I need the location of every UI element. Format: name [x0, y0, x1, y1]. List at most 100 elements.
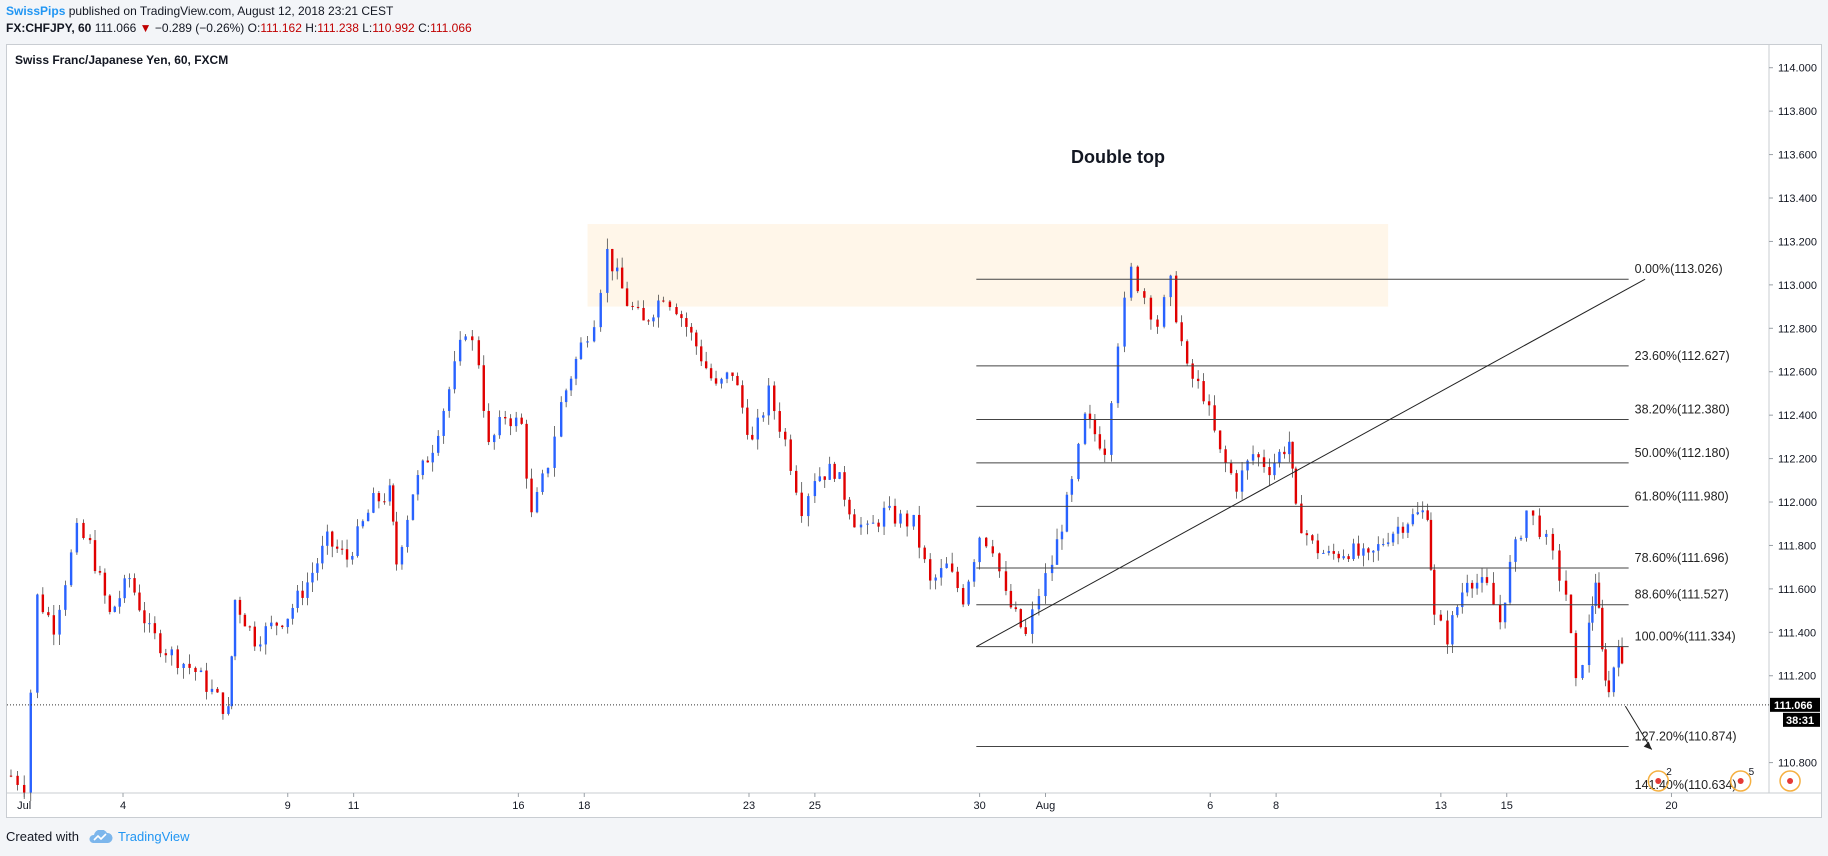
candle-body: [709, 368, 713, 379]
candle-body: [514, 417, 518, 427]
candle-body: [1451, 615, 1454, 645]
candle-body: [1433, 569, 1436, 615]
candle-body: [281, 625, 284, 628]
candle-body: [1207, 401, 1211, 406]
candle-body: [1196, 378, 1200, 382]
candle-body: [690, 326, 693, 333]
candle-body: [1251, 454, 1255, 461]
candle-body: [823, 476, 826, 480]
candle-body: [264, 626, 267, 645]
event-marker-dot: [1787, 778, 1794, 784]
candle-body: [795, 470, 798, 493]
candle-body: [188, 663, 191, 668]
candle-body: [194, 667, 197, 672]
candle-body: [631, 305, 634, 307]
price-tick-label: 113.000: [1778, 280, 1817, 292]
candle-body: [1014, 607, 1018, 610]
candle-body: [138, 592, 141, 611]
candle-body: [416, 475, 420, 495]
candle-body: [657, 300, 660, 318]
chart-svg[interactable]: 114.000 113.800 113.600 113.400 113.200 113.0…: [7, 45, 1821, 817]
candle-body: [82, 522, 85, 539]
candle-body: [1055, 539, 1059, 565]
candle-body: [75, 522, 79, 553]
candle-body: [833, 463, 836, 479]
candle-body: [579, 342, 583, 359]
candle-body: [553, 436, 556, 468]
price-tick-label: 111.200: [1778, 671, 1816, 683]
candle-body: [1601, 607, 1604, 650]
candle-body: [36, 594, 39, 693]
candle-body: [616, 267, 619, 272]
candle-body: [818, 476, 822, 482]
candle-body: [838, 472, 841, 479]
candle-body: [1083, 413, 1087, 444]
candle-body: [1531, 510, 1535, 516]
candle-body: [1377, 544, 1380, 551]
price-change: −0.289 (−0.26%): [154, 21, 245, 35]
fib-level-label: 127.20%(110.874): [1635, 730, 1737, 744]
candle-body: [731, 372, 734, 376]
candle-body: [1475, 582, 1479, 589]
candle-body: [559, 402, 563, 437]
candle-body: [1525, 510, 1528, 538]
candle-body: [1149, 297, 1153, 320]
time-tick-label: 4: [120, 800, 126, 812]
publish-info: SwissPips published on TradingView.com, …: [6, 3, 393, 19]
candle-body: [1169, 275, 1172, 298]
event-marker-icon: [1647, 770, 1670, 792]
candle-body: [1612, 667, 1616, 693]
candle-body: [928, 559, 932, 581]
candle-body: [1060, 531, 1064, 540]
candle-body: [1143, 291, 1146, 298]
tradingview-cloud-icon: [89, 829, 113, 843]
candle-body: [1352, 543, 1355, 560]
candle-body: [210, 688, 214, 692]
tradingview-link[interactable]: TradingView: [87, 829, 190, 844]
created-with-text: Created with: [6, 829, 79, 844]
candle-body: [668, 301, 672, 308]
candle-body: [1103, 448, 1106, 455]
down-triangle-icon: ▼: [139, 21, 152, 35]
chart-container[interactable]: 114.000 113.800 113.600 113.400 113.200 113.0…: [6, 44, 1822, 818]
candle-body: [1337, 553, 1340, 559]
candle-body: [1581, 665, 1584, 679]
candle-body: [520, 417, 523, 424]
candle-body: [113, 606, 116, 612]
candle-body: [1110, 403, 1113, 455]
fib-level-label: 61.80%(111.980): [1635, 489, 1729, 503]
candle-body: [1426, 510, 1429, 520]
candle-body: [52, 615, 56, 635]
candle-body: [807, 496, 810, 517]
candle-body: [1116, 346, 1120, 404]
close-value: 111.066: [430, 21, 472, 35]
candle-body: [1508, 561, 1512, 603]
candle-body: [1202, 381, 1205, 402]
time-tick-label: Jul: [17, 800, 31, 812]
candle-body: [1416, 512, 1419, 515]
price-tick-label: 112.400: [1778, 410, 1817, 422]
candle-body: [388, 485, 392, 502]
fib-level-label: 78.60%(111.696): [1635, 551, 1729, 565]
candle-body: [1617, 646, 1620, 668]
candle-body: [1305, 533, 1309, 536]
candle-body: [720, 378, 723, 384]
candle-body: [301, 590, 304, 598]
candle-body: [1446, 620, 1449, 645]
candle-body: [893, 505, 897, 524]
author-link[interactable]: SwissPips: [6, 4, 66, 18]
candle-body: [426, 460, 429, 463]
candle-body: [991, 546, 994, 554]
candle-body: [888, 505, 891, 508]
candle-body: [1401, 526, 1405, 533]
candle-body: [291, 607, 294, 619]
candle-body: [316, 563, 319, 573]
candle-body: [383, 501, 386, 503]
candle-body: [296, 590, 299, 608]
candle-body: [47, 612, 50, 616]
chart-title: Swiss Franc/Japanese Yen, 60, FXCM: [15, 53, 229, 67]
candle-body: [159, 633, 162, 654]
candle-body: [1470, 582, 1474, 589]
candle-body: [326, 531, 329, 546]
candle-body: [227, 706, 230, 714]
